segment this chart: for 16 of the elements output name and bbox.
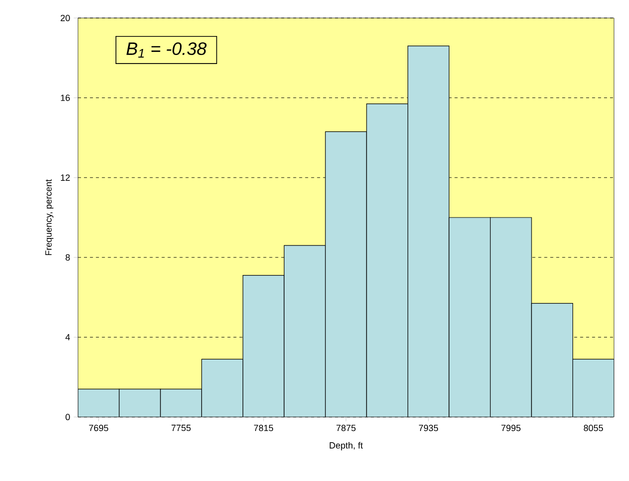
- x-tick-label: 7995: [501, 424, 521, 432]
- x-tick-label: 7935: [418, 424, 438, 432]
- y-tick-label: 16: [60, 94, 70, 101]
- x-tick-label: 8055: [584, 424, 603, 432]
- x-tick-label: 7815: [254, 424, 274, 432]
- x-tick-label: 7755: [172, 424, 191, 432]
- x-axis-title: Depth, ft: [330, 442, 363, 450]
- y-axis-title: Frequency, percent: [45, 179, 54, 256]
- x-tick-label: 7875: [336, 424, 356, 432]
- y-tick-label: 8: [66, 254, 70, 261]
- y-tick-label: 4: [65, 334, 70, 340]
- annotation: B$_{1}$ = -0.38: [126, 42, 207, 58]
- y-tick-label: 12: [60, 174, 70, 181]
- x-tick-label: 7695: [89, 424, 108, 432]
- y-tick-label: 20: [60, 14, 70, 22]
- y-tick-label: 0: [66, 414, 70, 420]
